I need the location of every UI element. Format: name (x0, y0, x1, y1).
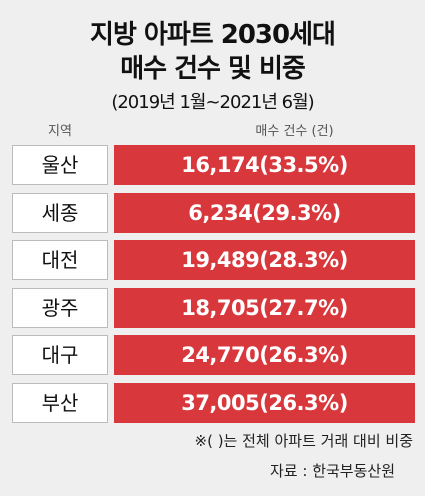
table-row: 세종 6,234(29.3%) (12, 192, 415, 233)
region-cell: 울산 (12, 145, 108, 185)
count-cell: 37,005(26.3%) (114, 382, 415, 423)
header-count: 매수 건수 (건) (255, 124, 334, 139)
table-row: 광주 18,705(27.7%) (12, 287, 415, 328)
header-region: 지역 (48, 124, 72, 139)
region-cell: 광주 (12, 287, 108, 328)
title-line: 매수 건수 및 비중 (120, 54, 306, 84)
table-row: 대전 19,489(28.3%) (12, 240, 415, 280)
region-cell: 부산 (12, 382, 108, 423)
subtitle: (2019년 1월~2021년 6월) (111, 92, 314, 113)
count-cell: 19,489(28.3%) (114, 240, 415, 280)
count-cell: 16,174(33.5%) (114, 145, 415, 185)
note: ※( )는 전체 아파트 거래 대비 비중 (194, 432, 413, 450)
region-cell: 대전 (12, 240, 108, 280)
table-row: 부산 37,005(26.3%) (12, 382, 415, 423)
count-cell: 6,234(29.3%) (114, 192, 415, 233)
title-line: 지방 아파트 2030세대 (90, 20, 336, 50)
source: 자료 : 한국부동산원 (270, 462, 395, 480)
region-cell: 대구 (12, 335, 108, 375)
region-cell: 세종 (12, 192, 108, 233)
table-row: 울산 16,174(33.5%) (12, 145, 415, 185)
count-cell: 24,770(26.3%) (114, 335, 415, 375)
count-cell: 18,705(27.7%) (114, 287, 415, 328)
table-row: 대구 24,770(26.3%) (12, 335, 415, 375)
